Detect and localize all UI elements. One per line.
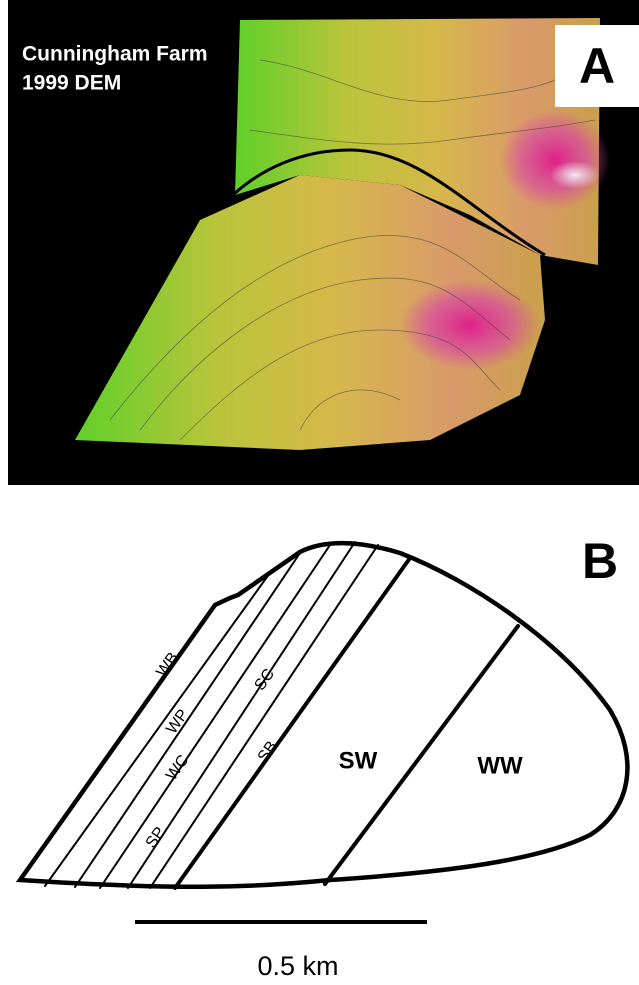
dem-subtitle: 1999 DEM	[22, 72, 121, 95]
dem-high-area	[500, 110, 610, 210]
plot-label: SC	[251, 666, 278, 694]
dem-peak	[550, 161, 600, 189]
plot-label: SP	[143, 824, 169, 851]
panel-label: A	[579, 38, 615, 94]
page: Cunningham Farm 1999 DEM A WB WP WC SP S…	[0, 0, 639, 985]
dem-high-area	[400, 280, 540, 370]
plot-map	[20, 542, 627, 888]
figure: Cunningham Farm 1999 DEM A WB WP WC SP S…	[0, 0, 639, 985]
dem-title: Cunningham Farm	[22, 43, 208, 66]
field-outline	[20, 543, 627, 887]
panel-label: B	[582, 533, 618, 589]
plot-label: WP	[163, 706, 192, 737]
plot-label: WW	[477, 752, 523, 779]
scale-bar-label: 0.5 km	[257, 951, 338, 981]
plot-label: SW	[339, 747, 378, 774]
